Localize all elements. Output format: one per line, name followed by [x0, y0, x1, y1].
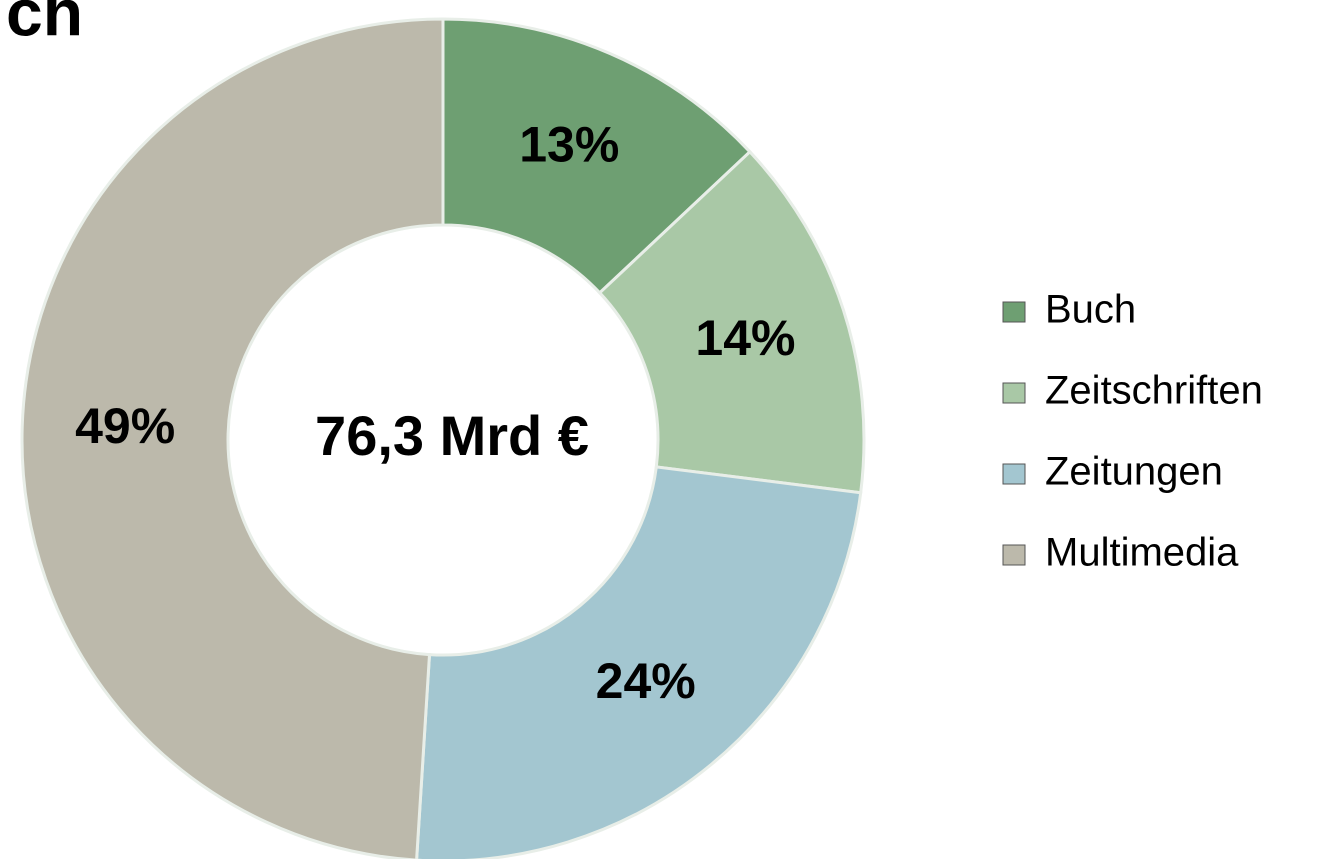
data-label: 49%: [75, 398, 175, 454]
legend-label: Zeitschriften: [1045, 369, 1263, 413]
legend-swatch: [1002, 463, 1026, 485]
donut-segment: [20, 17, 445, 859]
donut-segment: [441, 17, 753, 295]
donut-segment: [597, 149, 866, 495]
chart-title: ch: [6, 0, 83, 49]
legend-swatch: [1002, 301, 1026, 323]
legend-label: Zeitungen: [1045, 450, 1223, 494]
legend-label: Buch: [1045, 288, 1136, 332]
donut-segment: [415, 465, 863, 859]
data-label: 24%: [596, 653, 696, 709]
center-label: 76,3 Mrd €: [315, 404, 589, 467]
legend-label: Multimedia: [1045, 531, 1239, 575]
legend-swatch: [1002, 382, 1026, 404]
legend-swatch: [1002, 544, 1026, 566]
data-label: 13%: [519, 116, 619, 172]
data-label: 14%: [695, 310, 795, 366]
